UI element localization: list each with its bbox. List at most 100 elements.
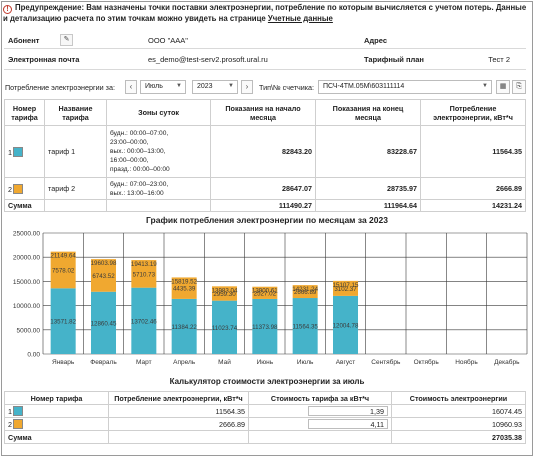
meter-select[interactable]: ПСЧ-4ТМ.05М\603111114 ▼ bbox=[318, 80, 492, 94]
calendar-button[interactable]: ▦ bbox=[496, 80, 510, 94]
empty-cell bbox=[106, 199, 211, 212]
bar-value-label: 5710.73 bbox=[133, 271, 156, 278]
zone-line: 23:00–00:00, bbox=[110, 139, 149, 146]
email-row: Электронная почта es_demo@test-serv2.pro… bbox=[4, 49, 526, 70]
table-header-row: Номер тарифа Название тарифа Зоны суток … bbox=[4, 99, 526, 126]
accounting-data-link[interactable]: Учетные данные bbox=[267, 14, 333, 23]
sum-consumption: 14231.24 bbox=[420, 199, 526, 212]
cost-calculator-table: Номер тарифа Потребление электроэнергии,… bbox=[4, 391, 526, 444]
tariff-number-cell: 2 bbox=[4, 417, 109, 431]
email-value: es_demo@test-serv2.prosoft.ural.ru bbox=[148, 55, 268, 64]
chevron-right-icon: › bbox=[245, 82, 249, 91]
chart-bar bbox=[131, 287, 157, 354]
y-tick-label: 5000.00 bbox=[17, 327, 41, 334]
bar-value-label: 7578.02 bbox=[52, 267, 75, 274]
bar-total-label: 13983.04 bbox=[212, 287, 238, 294]
price-cell: 1,39 bbox=[248, 404, 392, 418]
chart-bar bbox=[292, 298, 318, 354]
x-tick-label: Апрель bbox=[173, 359, 196, 366]
subscriber-row: Абонент ✎ ООО "ААА" Адрес bbox=[4, 32, 526, 49]
y-tick-label: 0.00 bbox=[27, 352, 40, 359]
chart-bar bbox=[131, 260, 157, 288]
consumption-value: 2666.89 bbox=[420, 177, 526, 200]
col-header: Потребление электроэнергии, кВт*ч bbox=[420, 99, 526, 126]
chart-bar bbox=[252, 298, 278, 354]
chart-bar bbox=[90, 291, 117, 354]
cost-value: 16074.45 bbox=[391, 404, 526, 418]
start-reading: 28647.07 bbox=[210, 177, 316, 200]
prev-month-button[interactable]: ‹ bbox=[125, 80, 137, 94]
zone-line: будн.: 07:00–23:00, bbox=[110, 180, 169, 188]
address-label: Адрес bbox=[364, 36, 388, 45]
col-header: Стоимость электроэнергии bbox=[391, 391, 526, 405]
x-tick-label: Январь bbox=[52, 359, 75, 366]
chart-bar bbox=[252, 286, 278, 299]
edit-subscriber-button[interactable]: ✎ bbox=[60, 34, 73, 46]
calendar-icon: ▦ bbox=[499, 83, 507, 90]
sum-row: Сумма 27035.38 bbox=[4, 430, 526, 444]
bar-value-label: 11384.22 bbox=[171, 324, 197, 331]
calculator-title: Калькулятор стоимости электроэнергии за … bbox=[169, 377, 365, 386]
tariff-zones: будн.: 00:00–07:00, 23:00–00:00, вых.: 0… bbox=[106, 125, 211, 178]
consumption-value: 11564.35 bbox=[420, 125, 526, 178]
col-header: Зоны суток bbox=[106, 99, 211, 126]
chart-bar bbox=[171, 298, 197, 354]
chart-bar bbox=[90, 259, 117, 292]
next-month-button[interactable]: › bbox=[241, 80, 253, 94]
x-tick-label: Июнь bbox=[257, 359, 274, 366]
col-header: Показания на конец месяца bbox=[315, 99, 421, 126]
sum-row: Сумма 111490.27 111964.64 14231.24 bbox=[4, 199, 526, 212]
bar-value-label: 13571.82 bbox=[50, 319, 76, 326]
tariff-number: 1 bbox=[8, 147, 12, 157]
year-select[interactable]: 2023 ▼ bbox=[192, 80, 238, 94]
y-tick-label: 25000.00 bbox=[13, 231, 40, 238]
chart-bar bbox=[211, 300, 238, 354]
bar-value-label: 2959.30 bbox=[213, 291, 236, 298]
zone-line: празд.: 00:00–00:00 bbox=[110, 166, 170, 173]
tariff-price-input[interactable]: 1,39 bbox=[308, 406, 388, 416]
zone-line: вых.: 00:00–13:00, bbox=[110, 148, 166, 155]
col-header: Стоимость тарифа за кВт*ч bbox=[248, 391, 392, 405]
tariff-number-cell: 2 bbox=[4, 177, 45, 200]
email-label: Электронная почта bbox=[8, 55, 80, 64]
tariff-number: 1 bbox=[8, 407, 12, 416]
x-tick-label: Сентябрь bbox=[371, 358, 401, 366]
bar-value-label: 11023.74 bbox=[212, 325, 238, 332]
tariff-color-swatch bbox=[13, 419, 23, 429]
sum-label: Сумма bbox=[4, 430, 109, 444]
chevron-down-icon: ▼ bbox=[228, 83, 234, 89]
chart-bar bbox=[332, 295, 359, 354]
exclamation-circle-icon: ! bbox=[3, 5, 12, 14]
chevron-left-icon: ‹ bbox=[129, 82, 133, 91]
chart-bar bbox=[211, 286, 238, 301]
share-icon: ⎘ bbox=[516, 83, 522, 90]
tariff-color-swatch bbox=[13, 406, 23, 416]
bar-value-label: 12860.45 bbox=[91, 320, 117, 327]
bar-total-label: 15819.52 bbox=[171, 278, 197, 285]
tariff-price-input[interactable]: 4,11 bbox=[308, 419, 388, 429]
consumption-period-label: Потребление электроэнергии за: bbox=[5, 83, 115, 92]
bar-value-label: 13702.46 bbox=[131, 318, 157, 325]
tariff-zones: будн.: 07:00–23:00, вых.: 13:00–16:00 bbox=[106, 177, 211, 200]
tariff-number: 2 bbox=[8, 420, 12, 429]
share-button[interactable]: ⎘ bbox=[512, 80, 526, 94]
chart-bar bbox=[50, 288, 76, 354]
tariff-color-swatch bbox=[13, 146, 23, 157]
chart-bar bbox=[171, 277, 197, 299]
chart-bar bbox=[50, 251, 76, 289]
tariff-readings-table: Номер тарифа Название тарифа Зоны суток … bbox=[4, 99, 526, 212]
table-row: 1 11564.35 1,39 16074.45 bbox=[4, 404, 526, 418]
empty-cell bbox=[248, 430, 392, 444]
month-select[interactable]: Июль ▼ bbox=[140, 80, 186, 94]
tariff-plan-label: Тарифный план bbox=[364, 55, 424, 64]
bar-value-label: 11564.35 bbox=[292, 324, 318, 331]
col-header: Номер тарифа bbox=[4, 99, 45, 126]
chart-title: График потребления электроэнергии по мес… bbox=[146, 215, 388, 225]
bar-total-label: 21149.64 bbox=[50, 253, 76, 260]
tariff-number: 2 bbox=[8, 184, 12, 194]
bar-value-label: 12004.78 bbox=[333, 322, 359, 329]
tariff-plan-value: Тест 2 bbox=[488, 55, 510, 64]
subscriber-label: Абонент bbox=[8, 36, 40, 45]
x-tick-label: Декабрь bbox=[494, 358, 520, 366]
